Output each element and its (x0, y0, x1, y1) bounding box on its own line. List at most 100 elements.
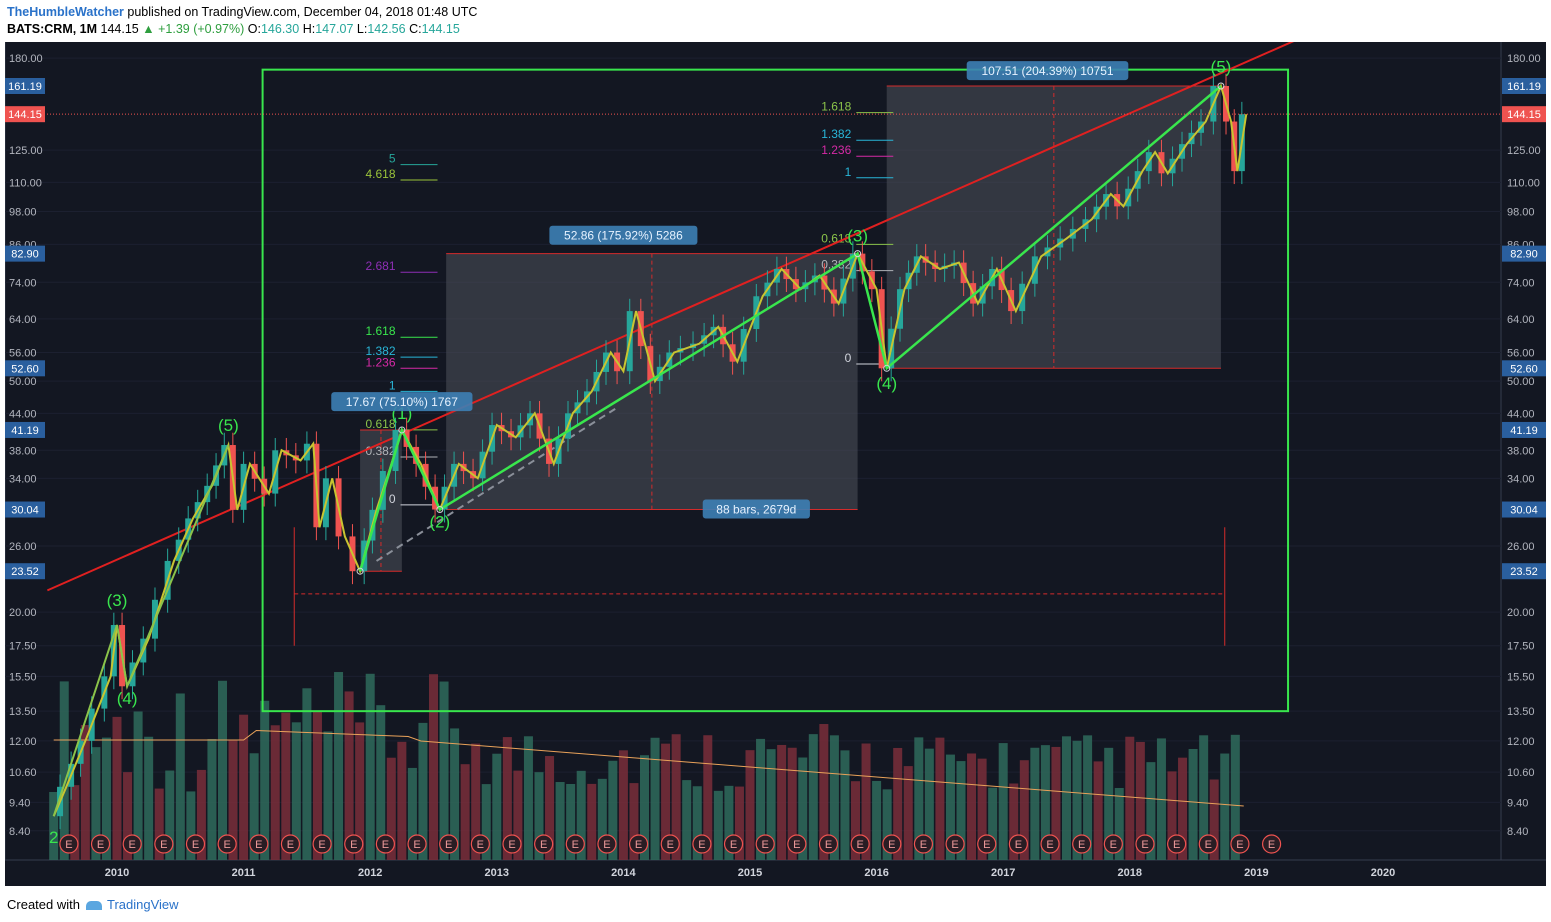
fib-level-label: 5 (389, 152, 396, 166)
measurement-label-bg (702, 499, 810, 519)
earnings-marker-circle (407, 834, 427, 854)
close-value: 144.15 (421, 22, 460, 36)
volume-bar (1104, 747, 1114, 860)
earnings-marker: E (1135, 834, 1155, 854)
price-tag-right (1502, 106, 1546, 123)
volume-bar (1062, 736, 1071, 860)
early-wave-line (52, 444, 230, 817)
volume-bar (397, 741, 407, 860)
y-tick-right: 125.00 (1507, 145, 1541, 157)
volume-bar (840, 750, 850, 860)
x-tick: 2020 (1371, 867, 1395, 879)
volume-bar (713, 790, 723, 860)
fib-level-label: 1.382 (821, 127, 851, 141)
earnings-marker-circle (723, 834, 744, 854)
price-tag-right (1502, 360, 1546, 377)
earnings-marker: E (850, 834, 870, 854)
volume-bar (576, 770, 586, 860)
measurement-label-text: 17.67 (75.10%) 1767 (346, 395, 458, 409)
volume-bar (766, 749, 776, 860)
y-tick-right: 56.00 (1507, 348, 1535, 360)
x-tick: 2016 (864, 867, 888, 879)
earnings-marker-text: E (1015, 839, 1022, 851)
earnings-marker: E (122, 834, 142, 854)
volume-bar (429, 674, 438, 860)
price-tag-right (1502, 78, 1546, 95)
earnings-marker-circle (755, 834, 775, 854)
volume-bar (123, 772, 133, 860)
x-tick: 2018 (1118, 867, 1142, 879)
volume-bar (1178, 757, 1188, 860)
price-tag-left (5, 106, 45, 123)
price-chart[interactable]: 180.00 180.00 125.00 125.00 110.00 110.00 98.0… (4, 37, 1546, 886)
y-tick-right: 12.00 (1507, 736, 1535, 748)
volume-bar (724, 785, 734, 860)
volume-bar (207, 738, 217, 860)
x-tick: 2013 (485, 867, 509, 879)
earnings-marker-circle (597, 834, 617, 854)
earnings-marker: E (280, 834, 301, 854)
volume-bar (312, 711, 322, 860)
price-tag-right-text: 52.60 (1510, 363, 1538, 375)
volume-bar (882, 789, 892, 860)
earnings-marker-text: E (603, 839, 610, 851)
y-tick-left: 10.60 (9, 767, 37, 779)
volume-bar (418, 722, 428, 860)
volume-bar (249, 753, 259, 860)
volume-bar (872, 780, 882, 860)
x-tick: 2012 (358, 867, 382, 879)
volume-bar (977, 758, 987, 860)
wave-label: (5) (1211, 58, 1232, 77)
earnings-marker: E (1103, 834, 1123, 854)
chart-area[interactable]: 180.00 180.00 125.00 125.00 110.00 110.00 98.0… (4, 37, 1546, 886)
fib-level-label: 1.618 (821, 100, 851, 114)
open-value: 146.30 (260, 22, 300, 36)
price-tag-right (1502, 245, 1546, 262)
volume-bar (492, 753, 502, 860)
wave-label: (5) (218, 416, 239, 435)
author-link[interactable]: TheHumbleWatcher (7, 5, 124, 19)
volume-bar (196, 769, 206, 860)
y-tick-right: 20.00 (1507, 607, 1535, 619)
volume-bar (291, 722, 301, 860)
volume-bar (112, 716, 122, 860)
wave-label: (3) (107, 591, 128, 610)
volume-bar (450, 728, 460, 860)
volume-bar (608, 760, 618, 860)
publish-line: TheHumbleWatcher published on TradingVie… (7, 5, 477, 19)
earnings-marker-text: E (1078, 839, 1085, 851)
volume-bar (471, 743, 481, 860)
y-tick-left: 74.00 (9, 277, 37, 289)
price-tag-right (1502, 563, 1546, 580)
wave-label: (3) (847, 226, 868, 245)
price-tag-left-text: 161.19 (8, 81, 42, 93)
earnings-marker-circle (1230, 834, 1250, 854)
earnings-marker: E (502, 834, 522, 854)
volume-bar (281, 712, 291, 860)
fib-level-label: 0.618 (365, 417, 395, 431)
chart-header: TheHumbleWatcher published on TradingVie… (0, 0, 1551, 42)
earnings-marker-text: E (477, 839, 484, 851)
y-tick-left: 20.00 (9, 607, 37, 619)
tradingview-logo-icon (85, 901, 102, 911)
y-tick-right: 180.00 (1507, 53, 1541, 65)
y-tick-right: 13.50 (1507, 706, 1535, 718)
open-label: O: (247, 22, 261, 36)
earnings-marker: E (977, 834, 997, 854)
y-tick-right: 64.00 (1507, 314, 1535, 326)
y-tick-right: 98.00 (1507, 206, 1535, 218)
measurement-label-text: 88 bars, 2679d (716, 503, 796, 517)
volume-bar (439, 681, 449, 860)
earnings-marker: E (217, 834, 237, 854)
earnings-marker-circle (312, 834, 332, 854)
earnings-marker-circle (882, 834, 902, 854)
earnings-marker-circle (470, 834, 490, 854)
earnings-marker: E (90, 834, 111, 854)
earnings-marker-text: E (762, 839, 769, 851)
y-tick-left: 56.00 (9, 348, 37, 360)
earnings-marker-circle (439, 834, 459, 854)
volume-bar (376, 705, 386, 860)
earnings-marker: E (375, 834, 395, 854)
tradingview-brand[interactable]: TradingView (107, 897, 179, 912)
earnings-marker-circle (565, 834, 585, 854)
